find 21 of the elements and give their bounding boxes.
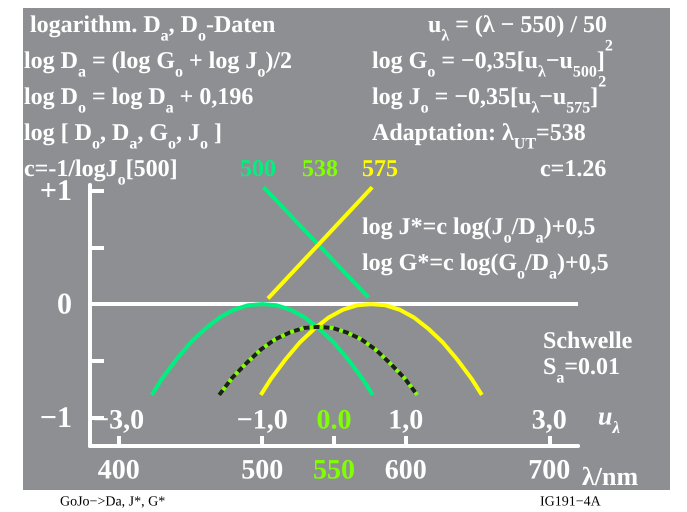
text: 500: [240, 156, 276, 182]
x-tick-label: 400: [98, 454, 140, 486]
line-series: [258, 302, 484, 397]
text: GoJo−>Da, J*, G*: [60, 494, 166, 510]
x2-tick-label: −1,0: [236, 404, 288, 436]
text: 575: [362, 156, 398, 182]
text: c=1.26: [540, 156, 606, 182]
text: 538: [302, 156, 338, 182]
line-series: [150, 302, 375, 397]
x2-tick-label: 0.0: [316, 404, 352, 436]
x2-tick-label: 3,0: [532, 404, 567, 436]
x-tick-label: 500: [241, 454, 284, 486]
x2-tick-label: 1,0: [388, 404, 424, 436]
annotation: Schwelle: [543, 328, 633, 354]
x-tick-label: 550: [313, 454, 355, 486]
x-tick-label: 700: [528, 454, 570, 486]
x-tick-label: 600: [384, 454, 427, 486]
x-axis-title: λ/nm: [582, 462, 638, 491]
y-tick-label: 0: [57, 288, 72, 321]
y-tick-label: −1: [40, 401, 72, 434]
text: IG191−4A: [540, 494, 602, 510]
